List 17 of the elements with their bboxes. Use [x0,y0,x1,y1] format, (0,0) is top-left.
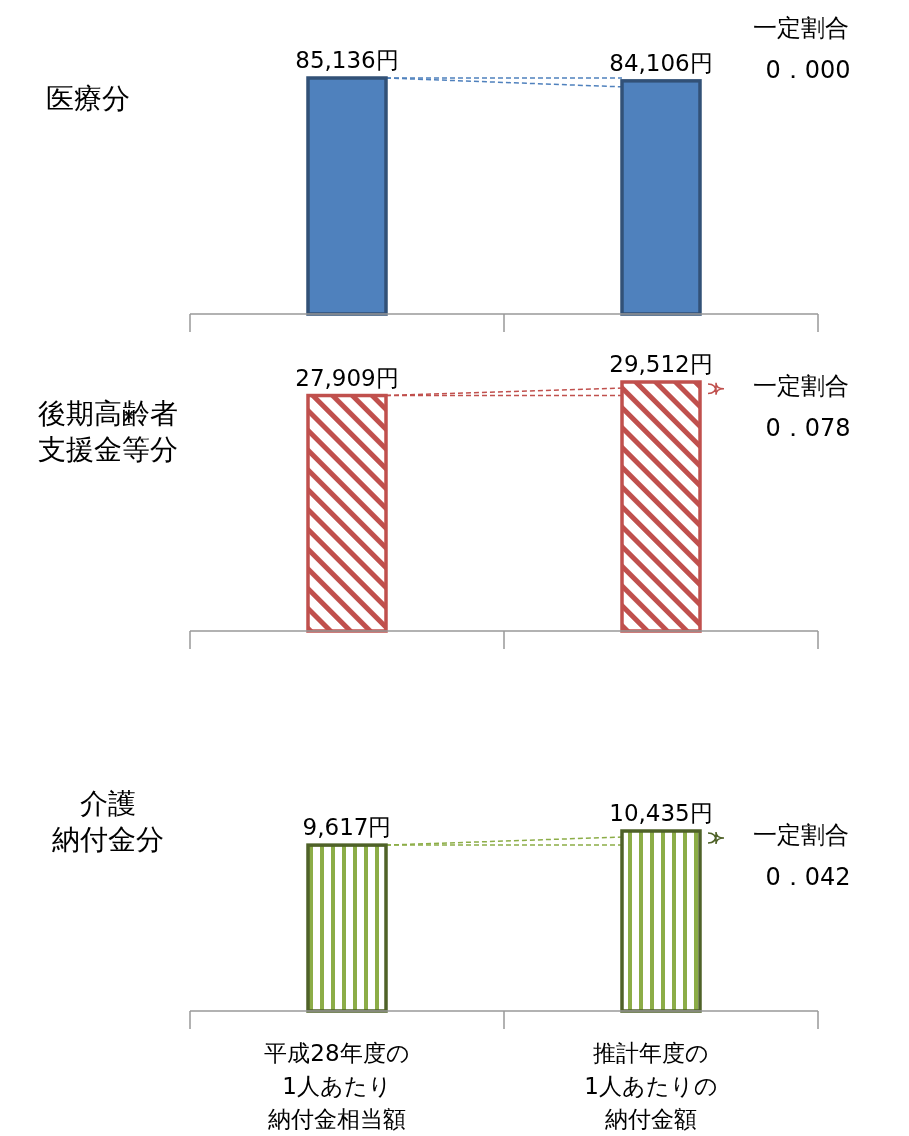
x-tick-label: 平成28年度の1人あたり納付金相当額 [264,1040,410,1132]
data-label: 9,617円 [302,814,392,841]
annotation: 0．042 [765,863,851,891]
data-label: 29,512円 [609,351,713,377]
text: 後期高齢者支援金等分 [38,397,178,466]
annotation: 0．000 [765,56,851,84]
chart-title: 介護納付金分 [52,787,164,856]
chart-title: 医療分 [46,82,130,115]
data-label: 10,435円 [609,800,713,826]
data-label: 27,909円 [295,364,399,391]
data-label: 84,106円 [609,49,713,76]
annotation: 一定割合 [753,821,849,849]
annotation: 一定割合 [753,372,849,400]
x-tick-label: 推計年度の1人あたりの納付金額 [584,1040,718,1132]
text: 一定割合 [753,14,849,42]
annotation: 0．078 [765,414,851,442]
data-label: 85,136円 [295,47,399,73]
